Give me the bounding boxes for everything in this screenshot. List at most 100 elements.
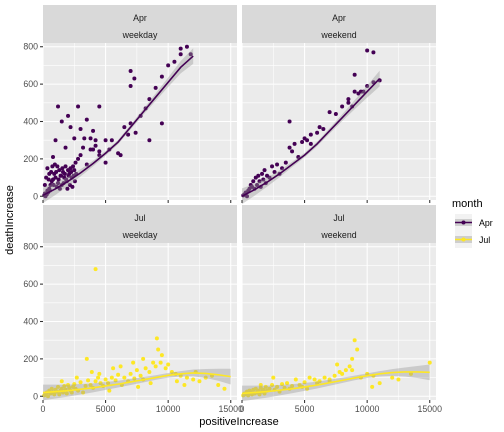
data-point-apr-weekday [54, 169, 59, 174]
data-point-jul-weekend [263, 384, 268, 389]
data-point-apr-weekday [97, 149, 102, 154]
x-tick-label: 5000 [96, 404, 116, 414]
data-point-jul-weekday [118, 364, 123, 369]
data-point-apr-weekend [262, 168, 267, 173]
data-point-jul-weekend [352, 338, 357, 343]
data-point-jul-weekend [390, 375, 395, 380]
data-point-apr-weekend [280, 166, 285, 171]
strip-col-label-weekend-top: weekend [320, 30, 356, 40]
smooth-line-jul-weekend [241, 371, 430, 395]
data-point-apr-weekend [261, 177, 266, 182]
data-point-jul-weekend [271, 375, 276, 380]
y-tick-label: 0 [33, 191, 38, 201]
data-point-apr-weekday [84, 162, 89, 167]
data-point-jul-weekday [151, 360, 156, 365]
data-point-apr-weekday [103, 160, 108, 165]
data-point-jul-weekday [222, 386, 227, 391]
data-point-apr-weekend [270, 164, 275, 169]
data-point-apr-weekday [147, 97, 152, 102]
data-point-apr-weekday [48, 183, 53, 188]
data-point-jul-weekday [107, 388, 112, 393]
data-point-apr-weekday [184, 44, 189, 49]
data-point-apr-weekday [178, 52, 183, 57]
data-point-apr-weekend [346, 97, 351, 102]
axis-ticks-layer: 0 200 400 600 800 0 200 400 600 800 0 5000 10000 1500… [23, 42, 442, 414]
data-point-apr-weekend [308, 132, 313, 137]
data-point-jul-weekday [159, 353, 164, 358]
data-point-apr-weekday [103, 138, 108, 143]
data-point-jul-weekday [184, 375, 189, 380]
data-point-jul-weekday [62, 383, 67, 388]
data-point-jul-weekend [340, 371, 345, 376]
data-point-jul-weekend [307, 375, 312, 380]
data-point-jul-weekend [275, 384, 280, 389]
data-point-jul-weekend [396, 377, 401, 382]
data-point-apr-weekday [63, 164, 68, 169]
data-point-apr-weekday [91, 147, 96, 152]
data-point-jul-weekday [154, 336, 159, 341]
data-point-apr-weekend [371, 50, 376, 55]
data-point-apr-weekday [109, 138, 114, 143]
panel-apr-weekend [241, 43, 436, 205]
data-point-jul-weekday [52, 392, 57, 397]
data-point-jul-weekend [290, 383, 295, 388]
data-point-jul-weekday [111, 366, 116, 371]
strip-row-label-jul-right: Jul [333, 213, 344, 223]
data-point-apr-weekend [365, 48, 370, 53]
data-point-jul-weekday [143, 366, 148, 371]
smooth-line-apr-weekend [241, 77, 381, 197]
data-point-apr-weekend [260, 171, 265, 176]
data-point-apr-weekend [317, 125, 322, 130]
data-point-apr-weekday [55, 164, 60, 169]
data-point-apr-weekday [51, 183, 56, 188]
data-point-apr-weekday [93, 138, 98, 143]
data-point-jul-weekend [335, 362, 340, 367]
data-point-jul-weekday [116, 372, 121, 377]
data-point-apr-weekend [283, 160, 288, 165]
data-point-jul-weekday [131, 360, 136, 365]
strip-col-label-weekend-bottom: weekend [320, 230, 356, 240]
data-point-apr-weekday [128, 121, 133, 126]
data-point-apr-weekend [321, 126, 326, 131]
data-point-apr-weekday [59, 119, 64, 124]
data-point-jul-weekday [64, 391, 69, 396]
data-point-jul-weekend [246, 393, 251, 398]
y-tick-label: 200 [23, 154, 38, 164]
strip-row-label-jul-left: Jul [134, 213, 145, 223]
data-point-jul-weekday [147, 369, 152, 374]
legend-key-jul [455, 231, 472, 248]
x-tick-label: 5000 [295, 404, 315, 414]
data-point-jul-weekday [97, 371, 102, 376]
data-point-jul-weekend [350, 368, 355, 373]
data-point-jul-weekday [83, 383, 88, 388]
strip-col-label-weekday-top: weekday [122, 30, 158, 40]
data-point-apr-weekday [49, 169, 54, 174]
data-point-jul-weekday [69, 390, 74, 395]
data-point-apr-weekday [45, 166, 50, 171]
data-point-jul-weekend [305, 386, 310, 391]
data-point-jul-weekend [370, 384, 375, 389]
data-point-jul-weekday [136, 384, 141, 389]
data-point-apr-weekday [78, 126, 83, 131]
data-point-apr-weekend [356, 91, 361, 96]
data-point-apr-weekday [65, 186, 70, 191]
data-point-apr-weekday [59, 173, 64, 178]
x-tick-label: 0 [41, 404, 46, 414]
strip-col-label-weekday-bottom: weekday [122, 230, 158, 240]
legend-key-apr [455, 214, 472, 231]
data-point-apr-weekday [56, 181, 61, 186]
smooth-ribbon-apr-weekend [242, 70, 380, 205]
data-point-apr-weekend [251, 179, 256, 184]
data-point-jul-weekday [134, 368, 139, 373]
data-point-jul-weekend [285, 381, 290, 386]
data-point-apr-weekday [66, 113, 71, 118]
data-point-apr-weekday [71, 164, 76, 169]
data-point-jul-weekday [166, 362, 171, 367]
y-tick-label: 800 [23, 242, 38, 252]
data-point-jul-weekend [377, 381, 382, 386]
data-point-apr-weekday [72, 179, 77, 184]
data-point-jul-weekday [156, 347, 161, 352]
data-point-jul-weekend [355, 347, 360, 352]
data-point-jul-weekday [46, 394, 51, 399]
smooth-ribbon-jul-weekday [43, 368, 231, 401]
